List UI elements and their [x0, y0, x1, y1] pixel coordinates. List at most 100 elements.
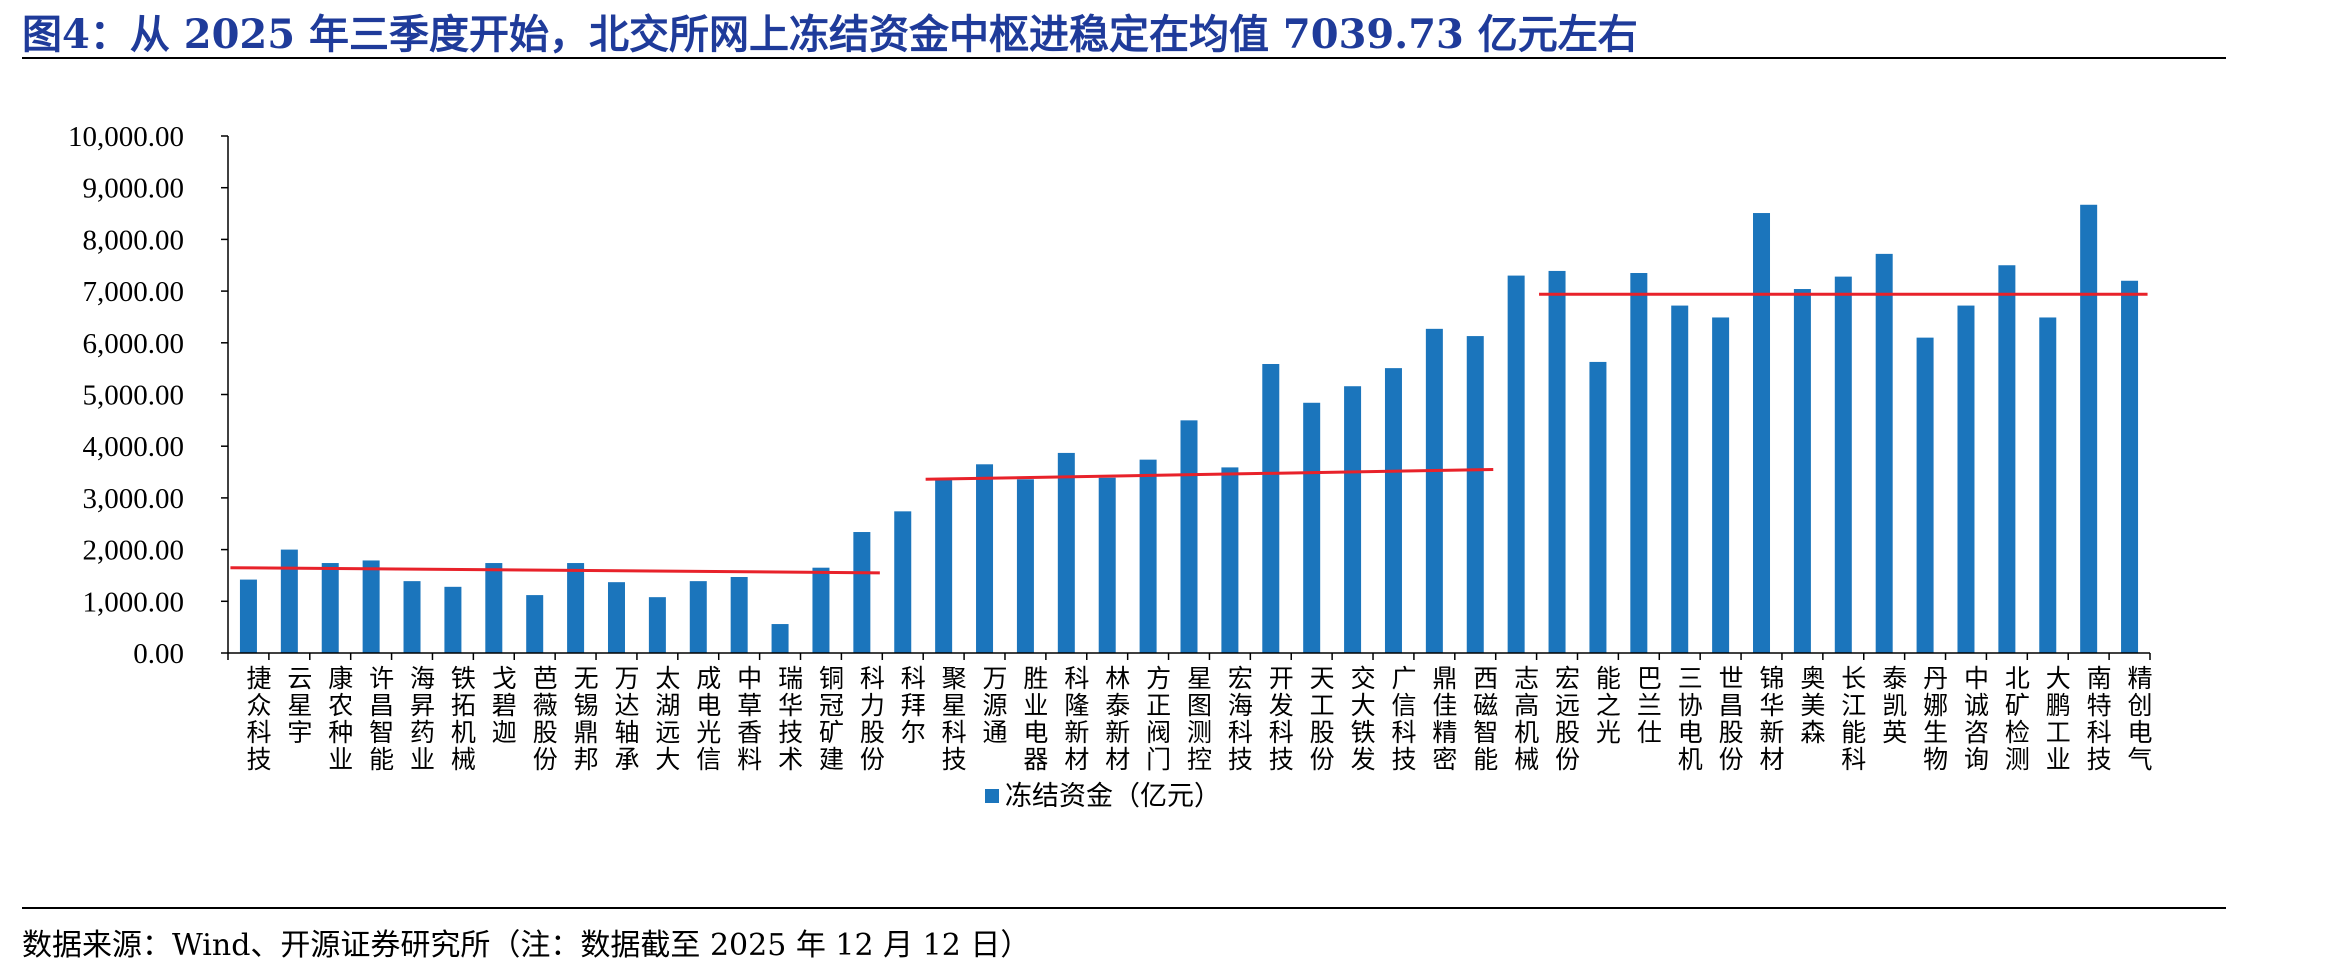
x-tick-label: 三协电机	[1674, 665, 1703, 773]
legend-label: 冻结资金（亿元）	[1005, 781, 1221, 812]
x-tick-label: 许昌智能	[366, 665, 395, 773]
x-tick-label: 星图测控	[1184, 665, 1213, 773]
x-tick-label: 天工股份	[1306, 665, 1335, 773]
x-tick-label: 胜业电器	[1020, 665, 1049, 773]
bar	[1834, 276, 1852, 653]
bar	[321, 563, 339, 653]
mean-line	[925, 467, 1494, 481]
x-tick-label: 万源通	[979, 665, 1008, 746]
x-tick-label: 无锡鼎邦	[570, 665, 599, 773]
y-tick-label: 10,000.00	[68, 121, 184, 153]
x-tick-label: 万达轴承	[611, 665, 640, 773]
bar	[1630, 273, 1648, 653]
bar	[976, 464, 994, 653]
bar	[1671, 305, 1689, 653]
bar	[648, 597, 666, 653]
x-tick-label: 丹娜生物	[1920, 665, 1949, 773]
x-tick-label: 科拜尔	[897, 665, 926, 746]
x-tick-label: 铁拓机械	[447, 665, 476, 773]
y-tick-label: 2,000.00	[83, 535, 185, 567]
bar	[280, 549, 298, 653]
bar	[1548, 270, 1566, 653]
bar	[526, 595, 544, 653]
x-tick-label: 锦华新材	[1756, 665, 1785, 773]
x-tick-label: 成电光信	[693, 665, 722, 773]
bar	[1507, 275, 1525, 653]
bar	[1712, 317, 1730, 653]
chart-legend: 冻结资金（亿元）	[985, 781, 1221, 812]
bar	[1957, 305, 1975, 653]
mean-line	[230, 566, 880, 575]
bar	[2039, 317, 2057, 653]
bar	[1057, 452, 1075, 653]
x-tick-label: 方正阀门	[1143, 665, 1172, 773]
x-tick-label: 戈碧迦	[488, 665, 517, 746]
y-tick-label: 4,000.00	[83, 431, 185, 463]
x-tick-label: 巴兰仕	[1633, 665, 1662, 746]
bar	[1753, 213, 1771, 653]
x-tick-label: 瑞华技术	[775, 665, 804, 773]
legend-swatch	[985, 789, 999, 803]
x-tick-label: 志高机械	[1511, 665, 1540, 773]
x-tick-label: 云星宇	[284, 665, 313, 746]
bar	[1916, 337, 1934, 653]
x-axis: 捷众科技 云星宇 康农种业 许昌智能 海昇药业 铁拓机械 戈碧迦 芭薇股份 无锡鼎邦 万达轴承 太湖…	[227, 652, 2153, 773]
x-tick-label: 奥美森	[1797, 665, 1826, 746]
y-tick-label: 9,000.00	[83, 173, 185, 205]
x-tick-label: 科力股份	[856, 665, 885, 773]
x-tick-label: 太湖远大	[652, 665, 681, 773]
x-tick-label: 能之光	[1592, 665, 1621, 746]
bar	[362, 560, 380, 653]
x-tick-label: 开发科技	[1265, 665, 1294, 773]
bar	[485, 563, 503, 653]
x-tick-label: 交大铁发	[1347, 665, 1376, 773]
bar	[1221, 467, 1239, 653]
bar	[444, 586, 462, 653]
x-tick-label: 聚星科技	[938, 665, 967, 773]
figure-title: 图4：从 2025 年三季度开始，北交所网上冻结资金中枢进稳定在均值 7039.…	[22, 11, 1638, 58]
bar	[1998, 265, 2016, 653]
x-tick-label: 康农种业	[325, 665, 354, 773]
source-note: 数据来源：Wind、开源证券研究所（注：数据截至 2025 年 12 月 12 …	[22, 928, 1031, 963]
x-tick-label: 南特科技	[2083, 665, 2112, 773]
bar	[1303, 402, 1321, 653]
bar	[1466, 336, 1484, 653]
bar	[689, 581, 707, 653]
bar	[1139, 459, 1157, 653]
x-tick-label: 北矿检测	[2001, 665, 2030, 773]
bar	[730, 577, 748, 653]
bar	[1875, 253, 1893, 653]
bar	[894, 511, 912, 653]
bar	[567, 563, 585, 653]
y-tick-label: 7,000.00	[83, 276, 185, 308]
y-tick-label: 0.00	[133, 638, 184, 670]
x-tick-label: 宏远股份	[1552, 665, 1581, 773]
bar	[2121, 280, 2139, 653]
title-divider	[22, 57, 2226, 59]
bar	[607, 582, 625, 653]
bar	[2080, 204, 2098, 654]
x-tick-label: 铜冠矿建	[815, 665, 844, 773]
bar	[771, 624, 789, 653]
y-tick-label: 6,000.00	[83, 328, 185, 360]
bar	[1425, 328, 1443, 653]
x-tick-label: 西磁智能	[1470, 665, 1499, 773]
bar	[1262, 363, 1280, 653]
x-tick-label: 精创电气	[2124, 665, 2153, 773]
x-tick-label: 鼎佳精密	[1429, 665, 1458, 773]
bar	[239, 579, 257, 653]
y-tick-label: 8,000.00	[83, 224, 185, 256]
x-tick-label: 大鹏工业	[2042, 665, 2071, 773]
x-tick-label: 广信科技	[1388, 665, 1417, 773]
y-axis: 0.00 1,000.00 2,000.00 3,000.00 4,000.00 5,00…	[68, 121, 229, 670]
bar-series	[239, 204, 2139, 654]
bar	[853, 532, 871, 653]
bar	[1344, 386, 1362, 653]
bar	[403, 581, 421, 653]
bar	[1793, 289, 1811, 653]
bar	[1016, 479, 1034, 653]
x-tick-label: 捷众科技	[243, 665, 272, 773]
x-tick-label: 中草香料	[734, 665, 763, 773]
x-tick-label: 海昇药业	[407, 665, 436, 773]
x-tick-label: 世昌股份	[1715, 665, 1744, 773]
